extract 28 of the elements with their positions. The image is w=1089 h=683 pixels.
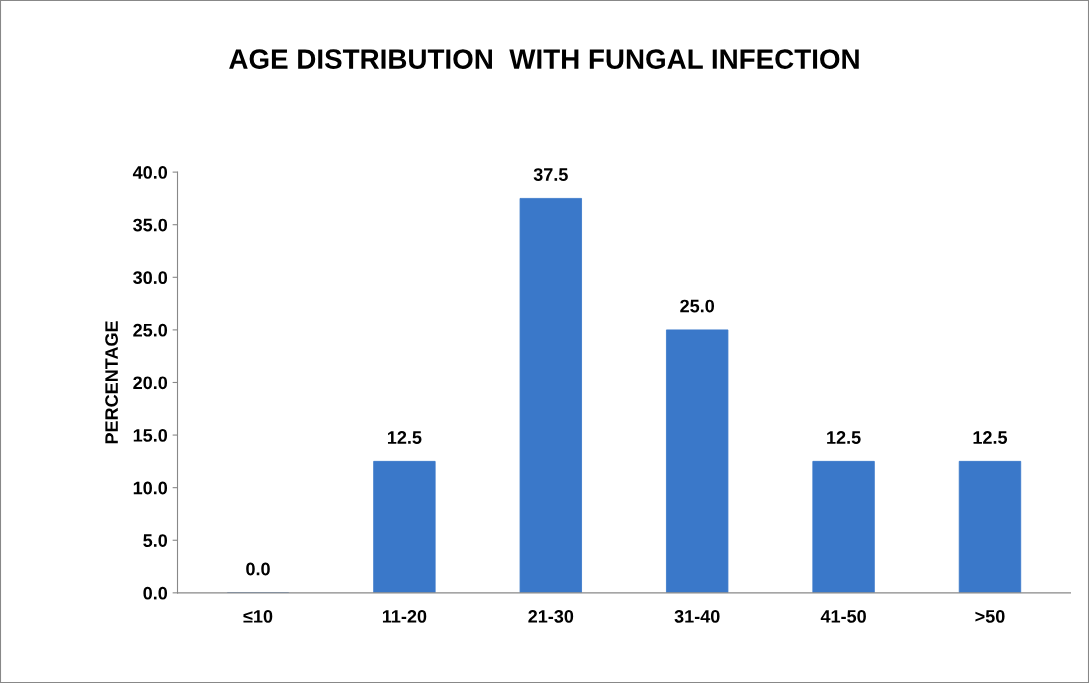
y-tick-label: 5.0 bbox=[143, 534, 168, 547]
bar bbox=[519, 197, 582, 593]
x-tick-label: 21-30 bbox=[528, 609, 574, 623]
x-tick-label: >50 bbox=[975, 609, 1005, 623]
data-label: 12.5 bbox=[973, 431, 1008, 444]
bar bbox=[812, 460, 875, 593]
y-tick-label: 10.0 bbox=[133, 481, 168, 495]
bar bbox=[666, 329, 729, 593]
x-tick-label: 31-40 bbox=[674, 609, 720, 623]
chart-title: AGE DISTRIBUTION WITH FUNGAL INFECTION bbox=[229, 49, 859, 69]
bar bbox=[373, 460, 436, 593]
y-tick-label: 25.0 bbox=[133, 323, 168, 337]
y-tick-label: 35.0 bbox=[133, 218, 168, 232]
x-tick-label: 11-20 bbox=[382, 609, 427, 623]
y-tick-label: 0.0 bbox=[143, 586, 168, 600]
y-axis-title: PERCENTAGE bbox=[105, 321, 118, 444]
data-label: 25.0 bbox=[680, 299, 715, 313]
x-tick-label: 41-50 bbox=[820, 609, 866, 623]
y-tick-label: 30.0 bbox=[133, 271, 168, 285]
data-label: 12.5 bbox=[827, 431, 861, 444]
data-label: 0.0 bbox=[246, 562, 270, 576]
bar bbox=[958, 460, 1022, 593]
x-tick-label: ≤10 bbox=[243, 609, 273, 623]
y-tick-label: 20.0 bbox=[133, 376, 168, 390]
y-tick-label: 40.0 bbox=[132, 166, 168, 179]
data-label: 37.5 bbox=[533, 168, 568, 181]
data-label: 12.5 bbox=[387, 431, 422, 444]
y-tick-label: 15.0 bbox=[133, 429, 168, 442]
